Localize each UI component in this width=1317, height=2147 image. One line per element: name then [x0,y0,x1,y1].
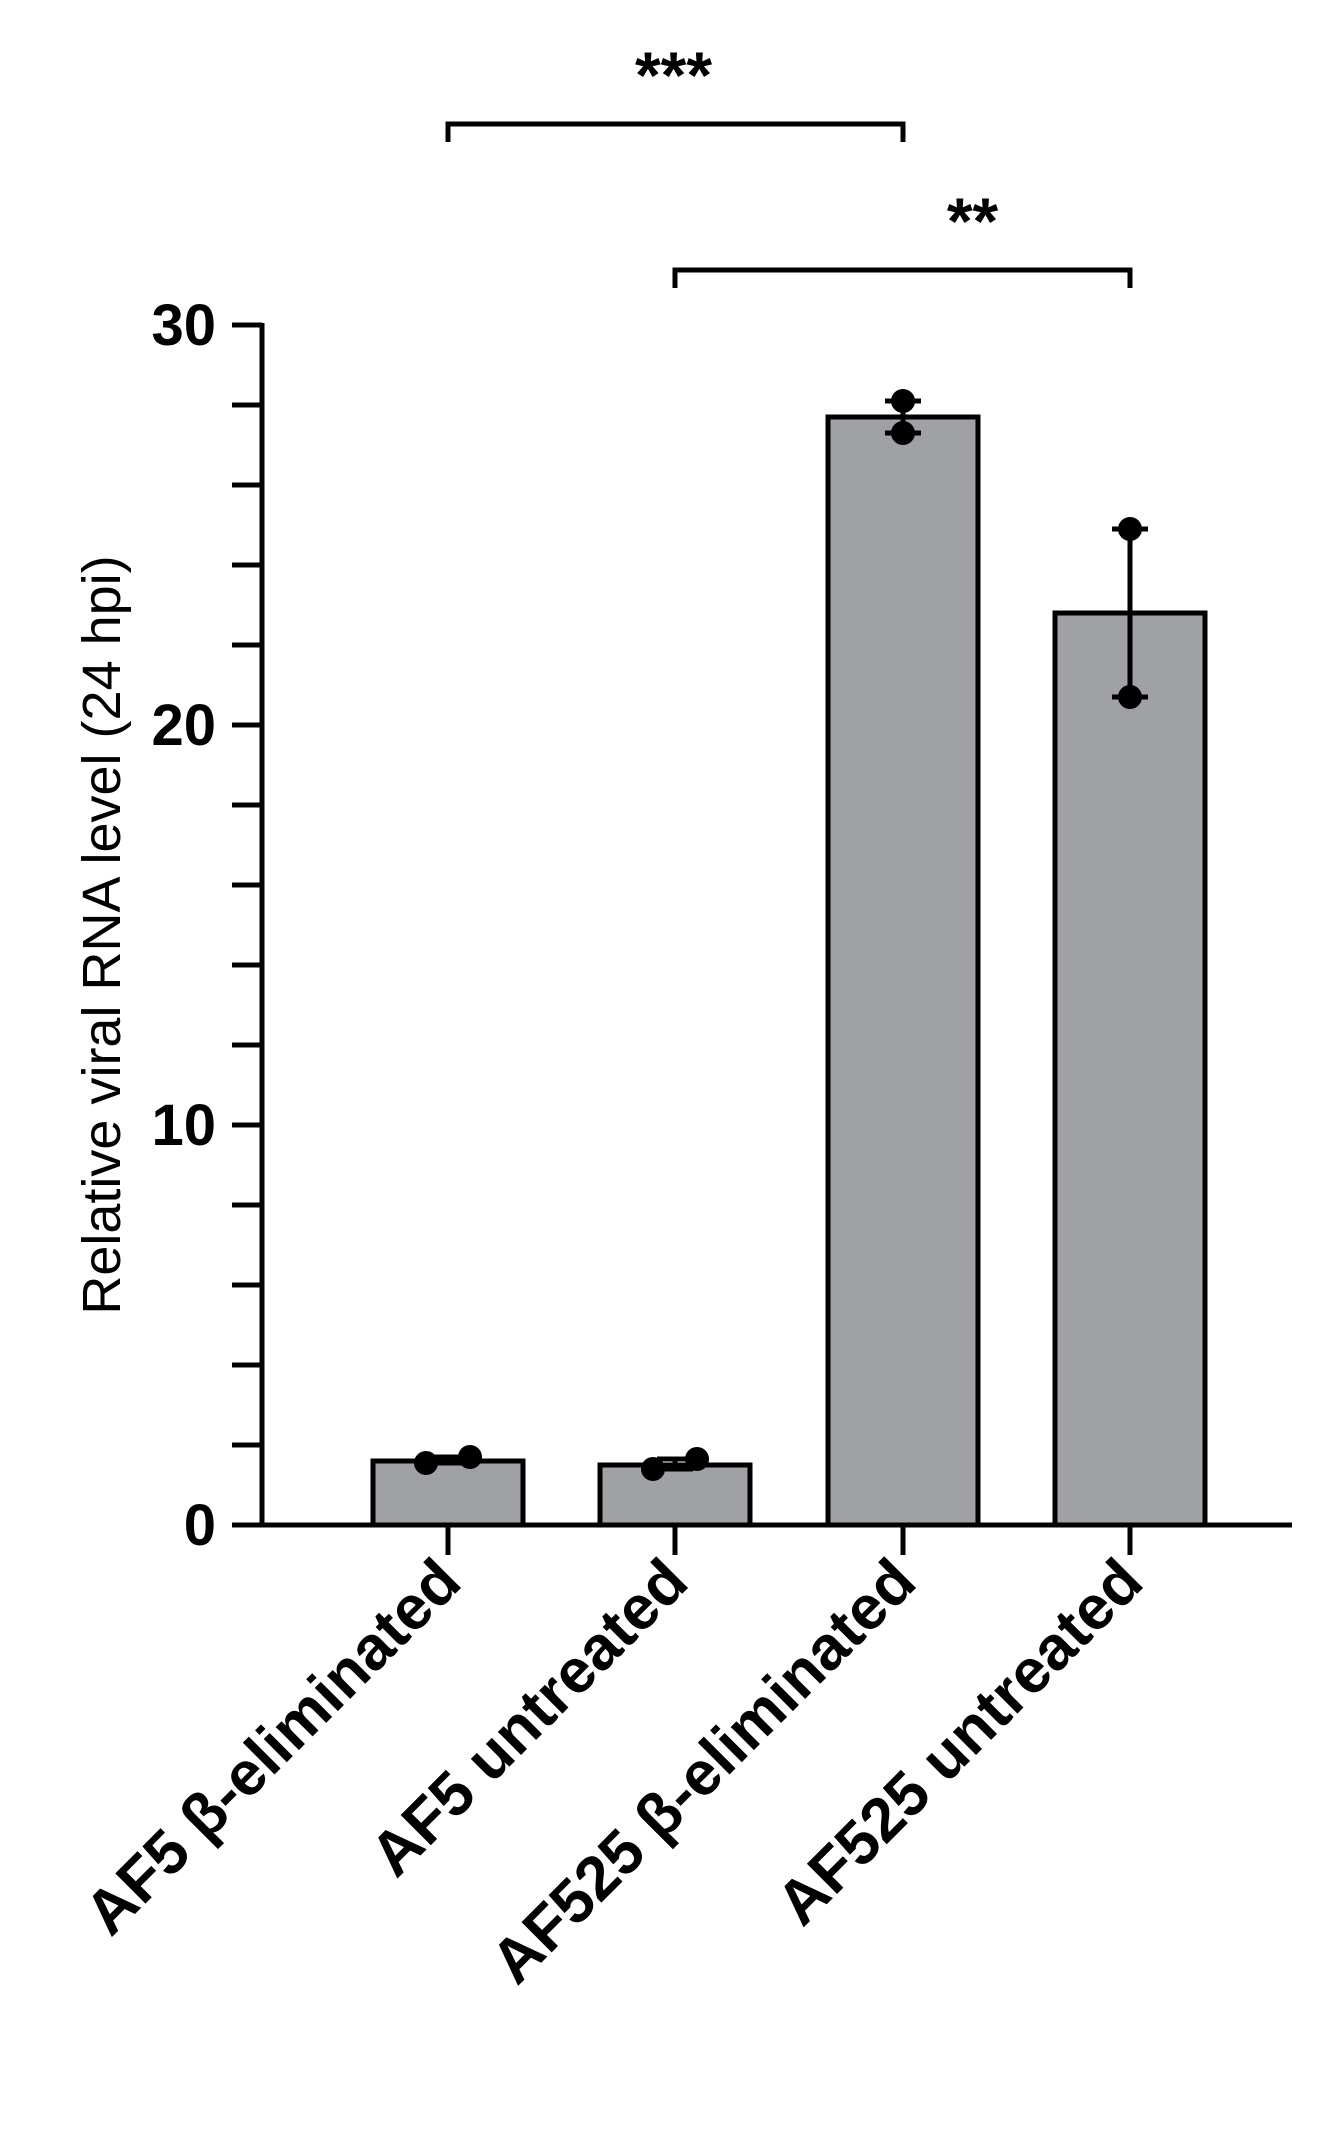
data-point-3-1 [1118,517,1142,541]
y-tick-label: 10 [151,1093,216,1158]
data-point-0-0 [414,1451,438,1475]
bar-1 [597,1462,753,1528]
significance-bracket-0 [445,121,906,142]
significance-label-0: *** [635,38,712,112]
y-tick-label: 30 [151,293,216,358]
data-point-1-1 [685,1447,709,1471]
x-tick-label-0: AF5 β-eliminated [72,1546,474,1948]
x-tick-label-2: AF525 β-eliminated [478,1546,929,1997]
data-point-2-0 [891,421,915,445]
bar-3 [1052,610,1208,1528]
data-point-3-0 [1118,685,1142,709]
significance-label-1: ** [947,184,999,258]
y-axis-title: Relative viral RNA level (24 hpi) [72,555,132,1314]
data-point-2-1 [891,389,915,413]
bars [370,389,1208,1528]
bar-2 [825,414,981,1528]
data-point-0-1 [458,1445,482,1469]
y-tick-label: 20 [151,693,216,758]
significance-annotations: ***** [445,38,1133,288]
significance-bracket-1 [672,267,1133,288]
y-tick-label: 0 [184,1493,216,1558]
data-point-1-0 [641,1457,665,1481]
bar-0 [370,1458,526,1528]
